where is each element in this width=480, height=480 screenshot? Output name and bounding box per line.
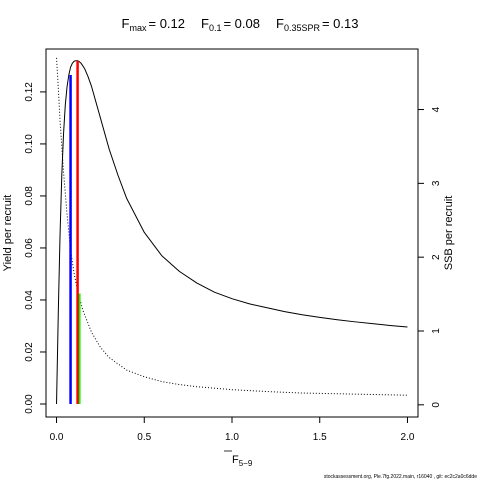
chart-title: Fmax = 0.12 F0.1 = 0.08 F0.35SPR = 0.13 xyxy=(122,16,359,33)
title-part-sub: max xyxy=(129,23,147,33)
title-part-value: = 0.12 xyxy=(148,16,185,31)
y-left-tick-label: 0.06 xyxy=(24,238,35,258)
y-left-tick-label: 0.10 xyxy=(24,134,35,154)
x-tick-label: 1.0 xyxy=(225,432,239,443)
y-left-tick-label: 0.00 xyxy=(24,394,35,414)
y-right-tick-label: 4 xyxy=(431,106,442,112)
x-axis-label: F5−9 xyxy=(224,450,253,468)
y-axis-left: 0.00 0.02 0.04 0.06 0.08 0.10 0.12 xyxy=(24,82,46,414)
title-part-value: = 0.08 xyxy=(223,16,260,31)
title-part-sub: 0.1 xyxy=(209,23,222,33)
x-label-sub: 5−9 xyxy=(239,459,253,468)
y-left-tick-label: 0.08 xyxy=(24,186,35,206)
y-left-tick-label: 0.04 xyxy=(24,290,35,310)
x-axis: 0.0 0.5 1.0 1.5 2.0 xyxy=(50,416,415,443)
series-layer xyxy=(56,57,408,405)
x-tick-label: 0.5 xyxy=(137,432,151,443)
title-part-main: F xyxy=(276,16,284,31)
yield-per-recruit-line xyxy=(56,60,408,405)
x-tick-label: 2.0 xyxy=(401,432,415,443)
plot-frame xyxy=(45,48,419,418)
y-right-tick-label: 2 xyxy=(431,254,442,260)
x-tick-label: 0.0 xyxy=(50,432,64,443)
y-left-tick-label: 0.12 xyxy=(24,82,35,102)
y-right-tick-label: 1 xyxy=(431,328,442,334)
x-label-main: F xyxy=(232,454,239,466)
x-tick-label: 1.5 xyxy=(313,432,327,443)
title-part-main: F xyxy=(201,16,209,31)
y-left-tick-label: 0.02 xyxy=(24,342,35,362)
y-axis-label-left: Yield per recruit xyxy=(2,195,14,272)
title-part-sub: 0.35SPR xyxy=(284,23,321,33)
title-part-main: F xyxy=(122,16,130,31)
y-right-tick-label: 3 xyxy=(431,180,442,186)
y-right-tick-label: 0 xyxy=(431,402,442,408)
x-label-text: F5−9 xyxy=(232,454,253,468)
y-axis-right: 0 1 2 3 4 xyxy=(418,106,442,408)
reference-lines xyxy=(69,60,81,404)
title-part-value: = 0.13 xyxy=(322,16,359,31)
title-text: Fmax = 0.12 F0.1 = 0.08 F0.35SPR = 0.13 xyxy=(122,16,359,33)
y-axis-label-right: SSB per recruit xyxy=(443,196,455,271)
ssb-per-recruit-line xyxy=(56,57,408,396)
footer-watermark: stockassessment.org, Ple.7fg.2022.main, … xyxy=(324,474,477,480)
